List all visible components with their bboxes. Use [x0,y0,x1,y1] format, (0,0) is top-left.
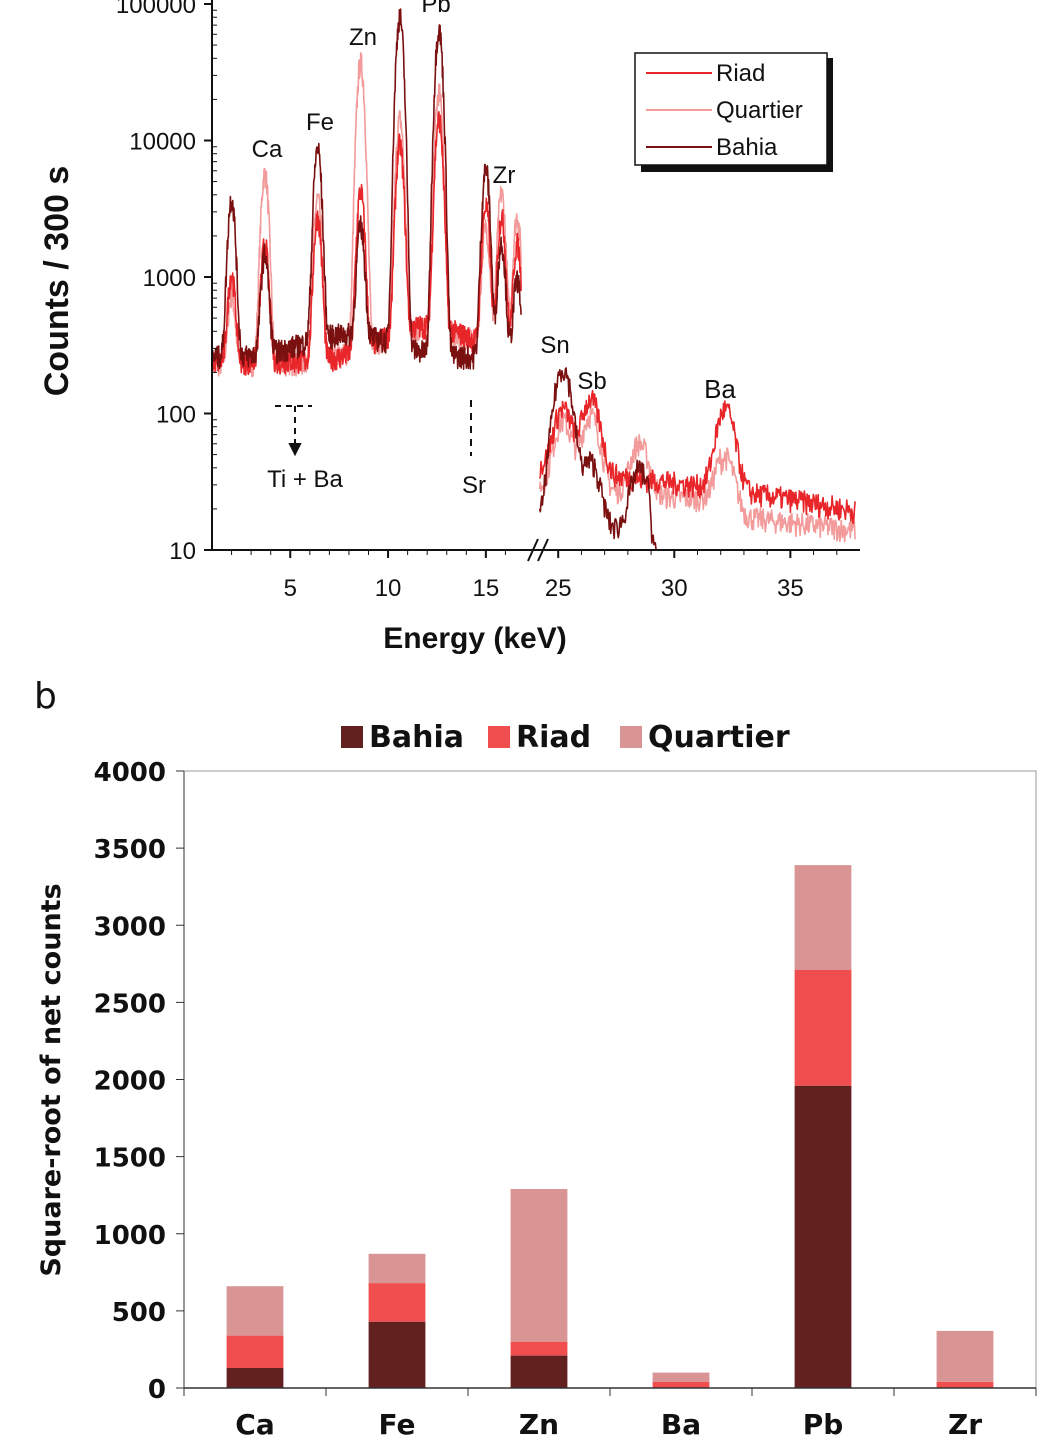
peak-label-pb: Pb [421,0,450,18]
legend-label-quartier: Quartier [648,720,790,755]
y-tick-label: 1000 [143,265,196,292]
panel-b-bar-chart: b 0 500 1000 1500 2000 2500 3000 3500 4000 Ca Fe Zn… [34,676,1037,1441]
peak-label-ba: Ba [704,374,736,404]
bar-y-tick-label: 3500 [94,835,166,865]
x-tick-label: 15 [473,575,500,602]
bar-segment-riad-ba [652,1381,710,1388]
bar-segment-quartier-ca [226,1286,284,1336]
bar-axes: 0 500 1000 1500 2000 2500 3000 3500 4000 Ca Fe Zn Ba… [94,758,1037,1441]
bar-x-tick-label: Zn [519,1408,559,1441]
bar-y-tick-label: 3000 [94,912,166,942]
peak-label-ti-ba: Ti + Ba [267,466,343,493]
spectrum-tick-labels: 10 100 1000 10000 100000 5 10 15 25 30 35 [116,0,804,602]
spectrum-axes [204,0,860,562]
legend-swatch-bahia [341,726,363,748]
legend-label-bahia: Bahia [716,134,778,161]
bar-x-tick-label: Zr [948,1408,982,1441]
bar-segment-riad-pb [794,970,852,1086]
peak-label-sn: Sn [540,332,569,359]
spectrum-legend: Riad Quartier Bahia [634,52,833,172]
peak-label-zn: Zn [349,24,377,51]
peak-label-fe: Fe [306,109,334,136]
bar-y-tick-label: 500 [112,1298,166,1328]
bar-x-tick-label: Fe [379,1408,416,1441]
y-tick-label: 10 [169,538,196,565]
bar-segment-quartier-zr [936,1330,994,1382]
legend-label-bahia: Bahia [369,720,464,755]
spectrum-x-axis-label: Energy (keV) [383,622,566,655]
bar-plot-frame [183,770,1037,1389]
bar-segment-bahia-zn [510,1355,568,1388]
bar-segment-quartier-ba [652,1372,710,1382]
y-tick-label: 100 [156,402,196,429]
x-tick-label: 35 [777,575,804,602]
legend-swatch-quartier [620,726,642,748]
bar-segment-bahia-ca [226,1367,284,1388]
bar-segment-quartier-fe [368,1253,426,1284]
bar-y-axis-label: Square-root of net counts [36,883,67,1276]
bar-segment-riad-zr [936,1381,994,1388]
bar-y-tick-label: 2000 [94,1067,166,1097]
peak-label-ca: Ca [252,136,283,163]
bar-segment-quartier-pb [794,865,852,970]
spectrum-line-quartier [211,52,856,543]
legend-label-riad: Riad [716,60,765,87]
axis-break-mark [527,538,549,562]
legend-label-quartier: Quartier [716,97,803,124]
bar-segment-quartier-zn [510,1189,568,1342]
legend-label-riad: Riad [516,720,591,755]
y-tick-label: 100000 [116,0,196,19]
bar-y-tick-label: 2500 [94,989,166,1019]
bar-y-tick-label: 0 [148,1375,166,1405]
x-tick-label: 5 [284,575,297,602]
legend-swatch-riad [488,726,510,748]
bar-segment-riad-zn [510,1341,568,1356]
bar-segment-bahia-fe [368,1321,426,1388]
ti-ba-pointer [275,405,312,457]
y-tick-label: 10000 [129,129,196,156]
bar-legend: Bahia Riad Quartier [341,720,790,755]
stacked-bars [226,865,994,1388]
panel-b-label: b [34,676,57,717]
peak-label-sb: Sb [577,368,606,395]
bar-segment-riad-fe [368,1283,426,1322]
x-tick-label: 25 [545,575,572,602]
bar-y-tick-label: 4000 [94,758,166,788]
x-tick-label: 30 [661,575,688,602]
peak-label-zr: Zr [493,162,516,189]
bar-x-tick-label: Ca [235,1408,274,1441]
panel-a-spectrum-chart: 10 100 1000 10000 100000 5 10 15 25 30 35 Counts /… [38,0,860,655]
bar-x-tick-label: Pb [803,1408,844,1441]
bar-segment-bahia-pb [794,1085,852,1388]
bar-y-tick-label: 1500 [94,1144,166,1174]
spectrum-y-axis-label: Counts / 300 s [38,166,76,397]
bar-y-tick-label: 1000 [94,1221,166,1251]
bar-x-tick-label: Ba [661,1408,701,1441]
x-tick-label: 10 [375,575,402,602]
bar-segment-riad-ca [226,1335,284,1368]
peak-label-sr: Sr [462,472,486,499]
